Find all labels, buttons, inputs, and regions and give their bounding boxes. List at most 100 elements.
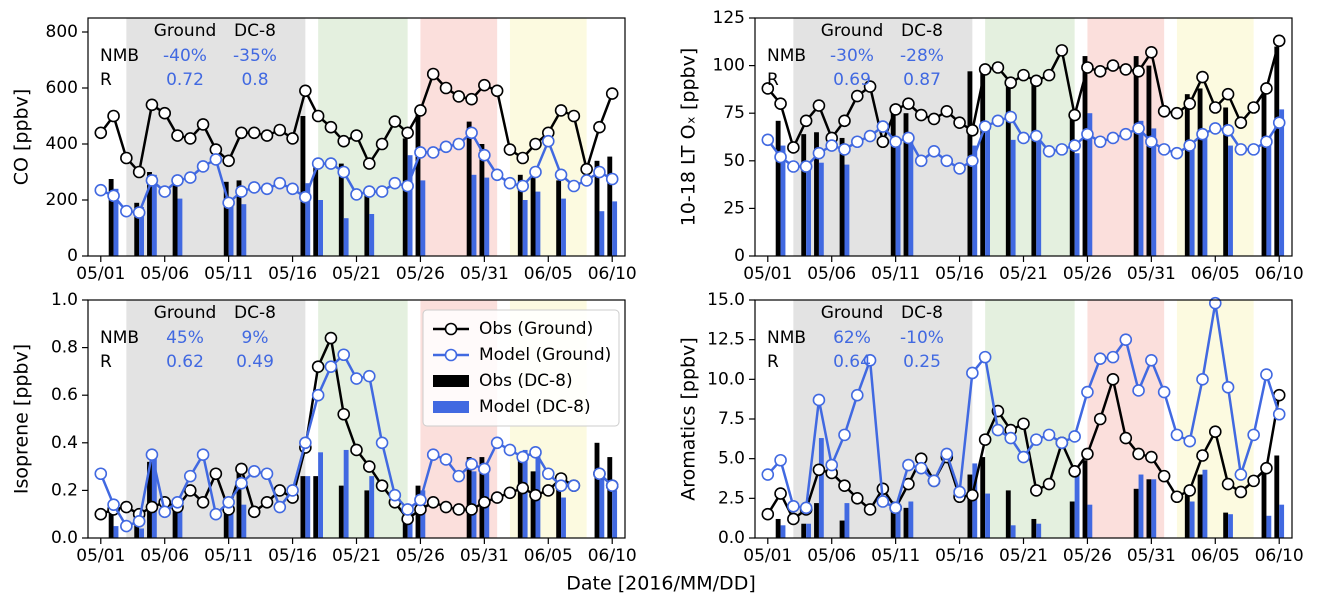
point (541, 134, 555, 148)
point (1106, 131, 1120, 145)
point (812, 99, 826, 112)
point (120, 151, 133, 165)
point (1068, 108, 1081, 122)
y-tick-label: 125 (713, 8, 745, 28)
bar (895, 141, 901, 256)
point (1132, 122, 1145, 135)
point (605, 172, 619, 186)
panel: 0.0 2.5 5.0 7.5 10.0 12.5 15.0 05/01 05/06 05/11 0… (678, 290, 1304, 566)
point (812, 393, 826, 407)
point (1119, 431, 1133, 445)
y-tick-label: 600 (46, 78, 78, 98)
bar (1087, 113, 1093, 256)
point (1157, 104, 1171, 118)
point (350, 443, 363, 457)
stats-value: 0.69 (833, 70, 871, 90)
bar (903, 507, 909, 538)
bar (1261, 472, 1267, 538)
bar (1074, 153, 1080, 256)
legend-marker (444, 348, 458, 362)
point (503, 486, 517, 500)
bar (305, 183, 311, 256)
y-axis-label: Isoprene [ppbv] (11, 344, 33, 494)
point (324, 331, 338, 345)
point (286, 182, 299, 196)
point (375, 436, 389, 450)
bar (1223, 107, 1229, 256)
stats-label: R (100, 352, 112, 372)
bar (1138, 474, 1144, 538)
point (1081, 447, 1094, 461)
point (1093, 412, 1107, 426)
point (1234, 116, 1248, 130)
bar (139, 207, 145, 256)
point (1004, 110, 1018, 124)
bar (980, 69, 986, 257)
point (799, 160, 813, 173)
point (1272, 34, 1286, 48)
bar (1279, 109, 1285, 256)
bar (223, 504, 229, 538)
bar (147, 461, 152, 538)
point (1068, 139, 1081, 152)
point (426, 495, 440, 509)
bar (113, 188, 119, 256)
point (158, 505, 172, 519)
point (171, 495, 184, 509)
point (388, 115, 402, 128)
bar (313, 166, 319, 256)
bar (1133, 56, 1139, 256)
bar (780, 145, 786, 256)
point (825, 139, 839, 152)
y-axis-label: 10-18 LT Oₓ [ppbv] (678, 48, 700, 227)
point (1196, 373, 1209, 386)
point (902, 131, 915, 145)
point (940, 104, 954, 118)
bar (300, 116, 306, 256)
point (1042, 477, 1056, 491)
stats-value: 0.62 (166, 352, 204, 372)
point (876, 120, 890, 133)
bar (108, 179, 114, 256)
point (375, 137, 389, 151)
point (787, 141, 800, 154)
point (876, 495, 890, 508)
point (761, 468, 775, 481)
point (1234, 485, 1248, 499)
point (966, 366, 979, 380)
bar (594, 160, 600, 256)
point (350, 372, 363, 385)
x-tick-label: 06/10 (588, 546, 637, 566)
point (914, 461, 928, 475)
point (1145, 450, 1158, 464)
point (1119, 333, 1133, 346)
point (991, 423, 1005, 437)
point (350, 188, 363, 201)
bar (241, 504, 247, 538)
point (940, 154, 954, 168)
point (426, 67, 440, 81)
point (375, 185, 389, 198)
bar (364, 191, 370, 256)
bar (236, 468, 242, 538)
bar (980, 457, 986, 538)
point (850, 135, 864, 149)
point (787, 499, 800, 513)
point (145, 98, 159, 112)
stats-label: NMB (767, 46, 806, 66)
x-tick-label: 06/10 (1255, 264, 1304, 284)
bar (1261, 92, 1267, 256)
bar (151, 457, 157, 538)
point (452, 469, 466, 483)
point (120, 204, 133, 218)
point (529, 488, 542, 502)
bar (890, 501, 896, 538)
point (337, 165, 351, 179)
bar (985, 122, 991, 256)
bar (806, 523, 812, 538)
bar (1005, 86, 1011, 256)
stats-header: DC-8 (901, 303, 943, 323)
bar (364, 490, 370, 538)
x-tick-label: 05/31 (1127, 546, 1176, 566)
point (490, 84, 504, 98)
